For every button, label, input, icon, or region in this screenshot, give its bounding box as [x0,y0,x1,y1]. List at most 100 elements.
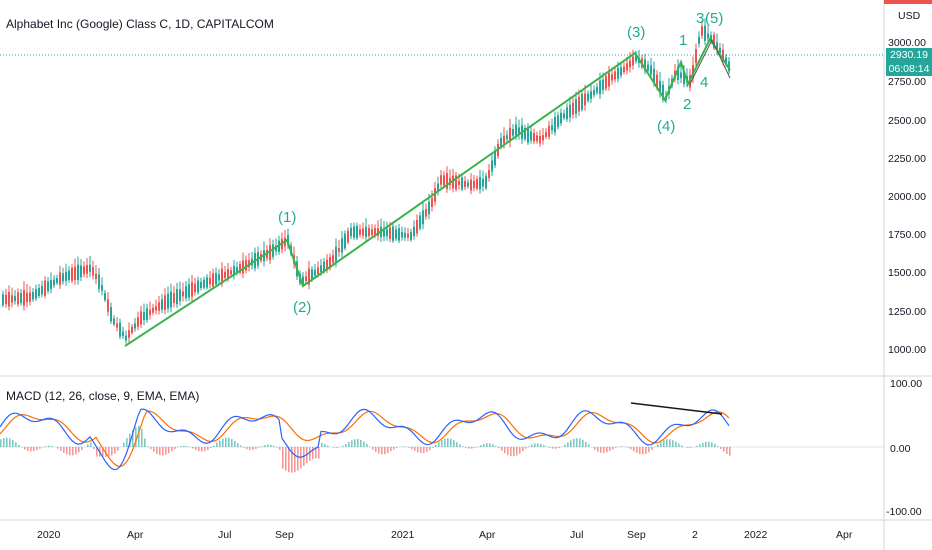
macd-histogram-bar [192,447,194,449]
macd-histogram-bar [297,447,299,471]
candle-body [407,233,409,238]
candle-body [446,173,448,189]
candle-body [650,65,652,75]
candle-body [662,84,664,100]
macd-histogram-bar [213,445,215,447]
macd-histogram-bar [324,444,326,447]
macd-histogram-bar [501,447,503,451]
macd-histogram-bar [288,447,290,473]
candle-body [353,226,355,238]
macd-histogram-bar [222,438,224,447]
candle-body [50,279,52,289]
macd-histogram-bar [471,447,473,449]
price-axis-label: 1500.00 [888,267,926,279]
candle-body [479,176,481,190]
macd-histogram-bar [486,443,488,447]
macd-histogram-bar [318,447,320,459]
macd-histogram-bar [417,447,419,453]
macd-histogram-bar [150,447,152,450]
candle-body [728,61,730,72]
candle-body [656,74,658,88]
macd-histogram-bar [582,439,584,447]
candle-body [86,264,88,274]
macd-histogram-bar [597,447,599,452]
macd-histogram-bar [555,447,557,449]
macd-histogram-bar [705,441,707,447]
candle-body [377,228,379,236]
macd-histogram-bar [552,447,554,449]
macd-histogram-bar [108,447,110,457]
candle-body [575,99,577,114]
macd-histogram-bar [291,447,293,473]
macd-histogram-bar [576,438,578,447]
macd-axis-label: 0.00 [890,443,911,455]
macd-histogram-bar [174,447,176,450]
macd-title[interactable]: MACD (12, 26, close, 9, EMA, EMA) [6,389,200,403]
macd-histogram-bar [534,443,536,447]
macd-histogram-bar [429,447,431,451]
candle-body [527,126,529,143]
price-axis-label: 1250.00 [888,306,926,318]
candle-body [170,291,172,308]
macd-histogram-bar [87,444,89,447]
chart-title[interactable]: Alphabet Inc (Google) Class C, 1D, CAPIT… [6,17,274,31]
candle-body [272,244,274,257]
candle-body [332,255,334,263]
macd-histogram-bar [204,447,206,452]
candle-body [434,188,436,202]
candle-body [647,64,649,71]
macd-axis[interactable]: 100.00 0.00 -100.00 [886,378,922,518]
candle-body [80,265,82,278]
macd-histogram-bar [708,441,710,447]
macd-histogram-bar [153,447,155,452]
macd-histogram-bar [252,447,254,450]
candle-body [659,80,661,93]
candle-body [593,89,595,96]
wave-label-sub-1: 1 [679,32,687,49]
candle-body [458,180,460,186]
candle-body [617,68,619,79]
candle-body [206,277,208,288]
candle-body [224,271,226,278]
macd-histogram-bar [396,447,398,448]
candle-body [143,312,145,321]
candle-body [176,289,178,305]
candle-body [161,299,163,310]
candle-body [530,131,532,141]
candle-body [116,323,118,328]
macd-histogram-bar [285,447,287,471]
macd-histogram-bar [450,438,452,447]
time-axis[interactable]: 2020 Apr Jul Sep 2021 Apr Jul Sep 2 2022… [37,529,853,541]
candle-body [335,246,337,263]
macd-histogram-bar [426,447,428,452]
macd-histogram-bar [0,439,2,447]
macd-histogram-bar [540,443,542,447]
price-axis-label: 3000.00 [888,37,926,49]
macd-histogram-bar [300,447,302,469]
candle-body [344,233,346,249]
candle-body [533,133,535,142]
macd-signal-line [0,410,730,468]
candle-body [626,63,628,71]
macd-histogram-bar [678,443,680,447]
macd-histogram-bar [66,447,68,455]
candle-body [56,277,58,284]
macd-histogram-bar [69,447,71,456]
macd-histogram-bar [117,447,119,451]
price-axis[interactable]: 3000.00 2750.00 2500.00 2250.00 2000.00 … [888,37,926,356]
macd-histogram-bar [237,443,239,447]
macd-histogram-bar [714,443,716,447]
macd-histogram-bar [531,444,533,447]
candle-body [464,180,466,188]
candle-body [65,271,67,281]
candle-body [197,280,199,293]
macd-histogram-bar [51,445,53,447]
candle-body [89,264,91,272]
macd-histogram-bar [456,442,458,447]
macd-histogram-bar [123,442,125,447]
candle-body [341,238,343,253]
macd-histogram-bar [432,447,434,448]
macd-histogram-bar [723,447,725,452]
macd-histogram-bar [573,438,575,447]
